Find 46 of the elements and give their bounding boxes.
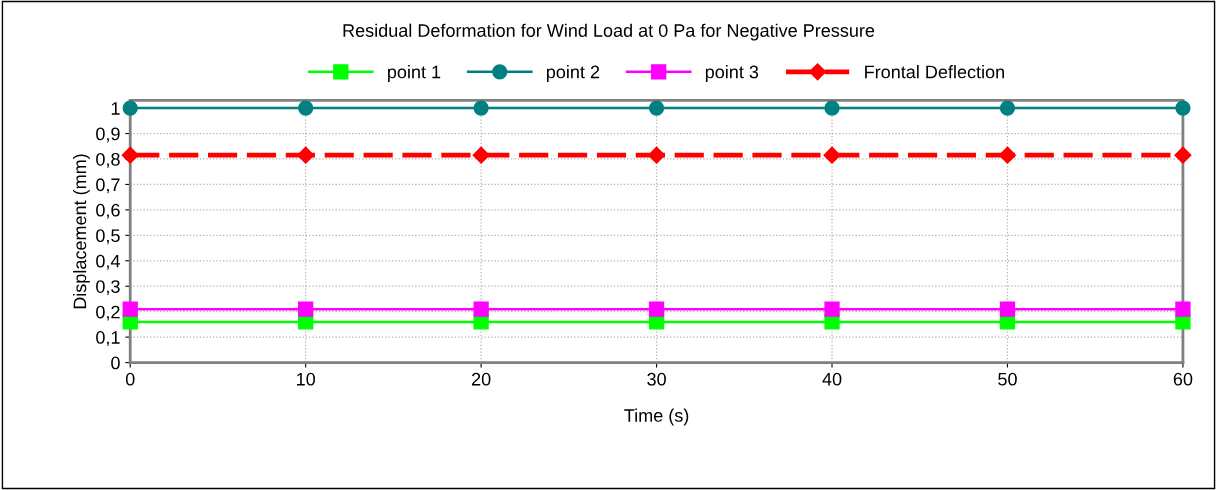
- point: [298, 100, 314, 116]
- point: [473, 100, 489, 116]
- point: [298, 301, 314, 317]
- x-tick-label: 20: [471, 372, 491, 386]
- point: [824, 100, 840, 116]
- legend-label: Frontal Deflection: [865, 65, 1004, 79]
- y-tick-label: 0: [111, 356, 120, 370]
- point: [122, 301, 138, 317]
- y-tick-label: 0,4: [96, 254, 120, 270]
- point: [648, 100, 665, 116]
- point: [824, 301, 840, 317]
- x-tick-label: 40: [822, 372, 842, 386]
- x-axis-title: Time (s): [624, 408, 689, 426]
- point: [823, 146, 841, 164]
- point: [648, 301, 665, 317]
- point: [473, 301, 489, 317]
- y-tick-label: 0,8: [96, 152, 120, 168]
- chart-title: Residual Deformation for Wind Load at 0 Pa for Negative Pressure: [343, 23, 875, 41]
- y-tick-label: 0,7: [96, 178, 120, 194]
- point: [1175, 301, 1191, 317]
- point: [297, 146, 315, 164]
- point: [1175, 100, 1191, 116]
- point: [998, 146, 1017, 164]
- point: [999, 100, 1016, 116]
- y-tick-label: 1: [111, 102, 120, 115]
- legend-label: point 2: [546, 65, 600, 82]
- x-tick-label: 60: [1173, 372, 1193, 386]
- x-tick-label: 0: [125, 372, 135, 386]
- point: [648, 146, 666, 164]
- point: [122, 100, 138, 116]
- y-tick-label: 0,3: [96, 280, 120, 296]
- y-tick-label: 0,2: [96, 305, 120, 321]
- point: [1174, 146, 1192, 164]
- legend-label: point 3: [705, 65, 759, 82]
- y-axis-title: Displacement (mm): [73, 154, 90, 309]
- x-tick-label: 30: [647, 372, 666, 386]
- y-tick-label: 0,9: [96, 127, 120, 143]
- x-tick-label: 50: [998, 372, 1017, 386]
- y-tick-label: 0,1: [96, 331, 120, 346]
- y-tick-label: 0,6: [96, 203, 120, 219]
- point: [121, 146, 139, 164]
- point: [472, 146, 490, 164]
- point: [999, 301, 1016, 317]
- y-tick-label: 0,5: [96, 229, 120, 245]
- x-tick-label: 10: [297, 372, 316, 386]
- legend-label: point 1: [388, 65, 441, 82]
